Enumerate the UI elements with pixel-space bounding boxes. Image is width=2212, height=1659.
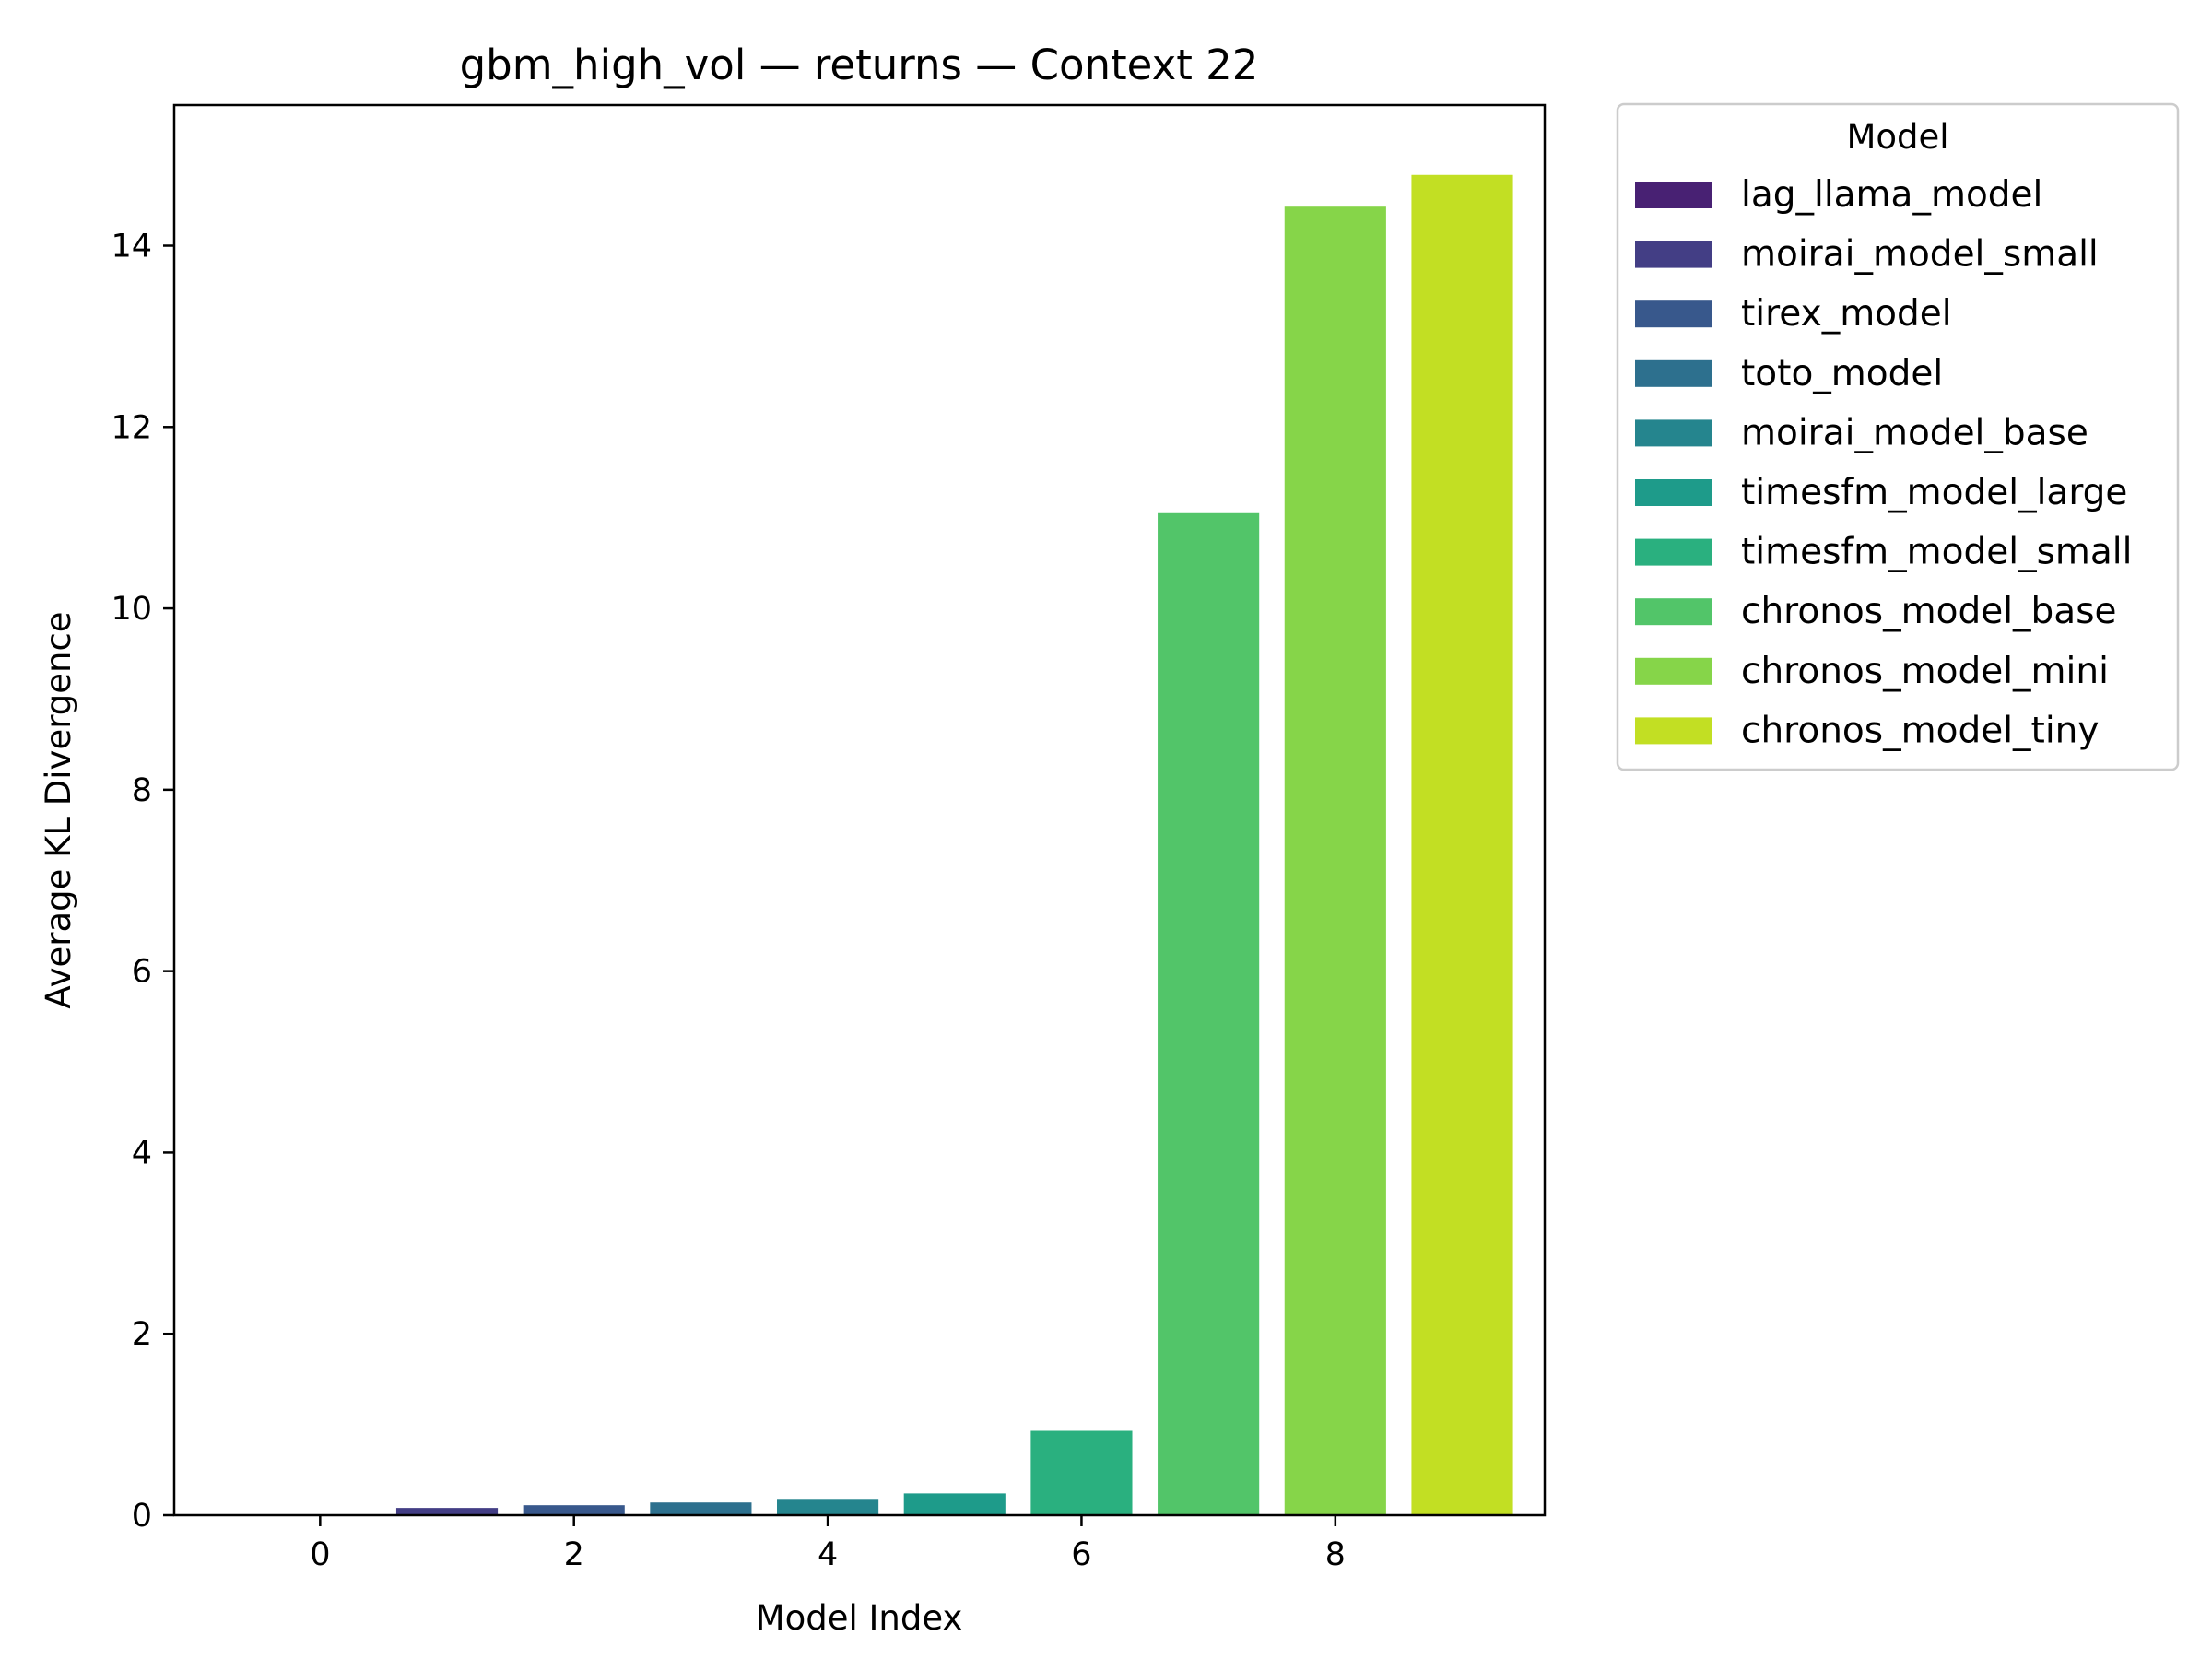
legend-swatch (1635, 657, 1712, 685)
legend-swatch (1635, 598, 1712, 626)
legend-label: toto_model (1741, 353, 1943, 394)
y-tick-label: 6 (132, 954, 152, 991)
y-tick-label: 10 (111, 591, 152, 628)
legend-swatch (1635, 538, 1712, 566)
bar-moirai_model_base (777, 1499, 879, 1515)
x-axis-label: Model Index (756, 1598, 963, 1638)
legend-label: timesfm_model_large (1741, 472, 2127, 513)
x-tick-label: 6 (1071, 1536, 1091, 1573)
bar-chronos_model_base (1158, 512, 1260, 1515)
x-tick-label: 0 (310, 1536, 330, 1573)
legend: Model lag_llama_model moirai_model_smallt… (1616, 102, 2180, 771)
legend-frame (1616, 102, 2180, 771)
legend-swatch (1635, 241, 1712, 268)
legend-label: tirex_model (1741, 293, 1952, 335)
chart-title: gbm_high_vol — returns — Context 22 (460, 41, 1259, 89)
legend-label: chronos_model_base (1741, 591, 2117, 632)
y-tick-label: 14 (111, 229, 152, 265)
bar-toto_model (650, 1502, 752, 1515)
bar-timesfm_model_small (1030, 1430, 1133, 1515)
x-ticks: 0 2 4 6 8 (310, 1515, 1346, 1573)
y-tick-label: 4 (132, 1135, 152, 1171)
legend-label: chronos_model_mini (1741, 651, 2109, 692)
legend-swatch (1635, 419, 1712, 447)
legend-swatch (1635, 182, 1712, 208)
legend-items: lag_llama_model moirai_model_small tirex_m… (1635, 174, 2132, 751)
legend-title: Model (1846, 117, 1948, 157)
legend-label: timesfm_model_small (1741, 532, 2132, 573)
bars-group (395, 174, 1513, 1516)
y-tick-label: 0 (132, 1498, 152, 1535)
legend-label: moirai_model_small (1741, 234, 2099, 276)
bar-chronos_model_tiny (1411, 174, 1513, 1515)
bar-moirai_model_small (395, 1508, 499, 1515)
bar-chronos_model_mini (1284, 206, 1386, 1516)
x-tick-label: 8 (1325, 1536, 1346, 1573)
legend-swatch (1635, 717, 1712, 745)
x-tick-label: 4 (818, 1536, 838, 1573)
legend-swatch (1635, 300, 1712, 328)
y-tick-label: 8 (132, 772, 152, 809)
bar-timesfm_model_large (903, 1493, 1006, 1515)
y-axis-label: Average KL Divergence (39, 611, 78, 1008)
legend-swatch (1635, 479, 1712, 506)
x-tick-label: 2 (564, 1536, 584, 1573)
y-tick-label: 12 (111, 409, 152, 446)
y-tick-label: 2 (132, 1316, 152, 1353)
y-ticks: 0 2 4 6 8 10 12 14 (111, 229, 174, 1535)
bar-tirex_model (523, 1505, 625, 1515)
legend-label: lag_llama_model (1741, 174, 2042, 216)
legend-label: moirai_model_base (1741, 412, 2088, 453)
legend-label: chronos_model_tiny (1741, 710, 2099, 751)
plot-frame (172, 103, 1547, 1517)
legend-swatch (1635, 359, 1712, 387)
